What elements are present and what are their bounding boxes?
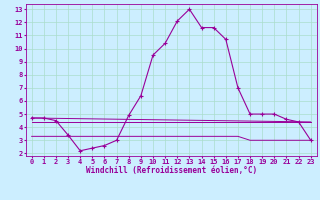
X-axis label: Windchill (Refroidissement éolien,°C): Windchill (Refroidissement éolien,°C) xyxy=(86,166,257,175)
